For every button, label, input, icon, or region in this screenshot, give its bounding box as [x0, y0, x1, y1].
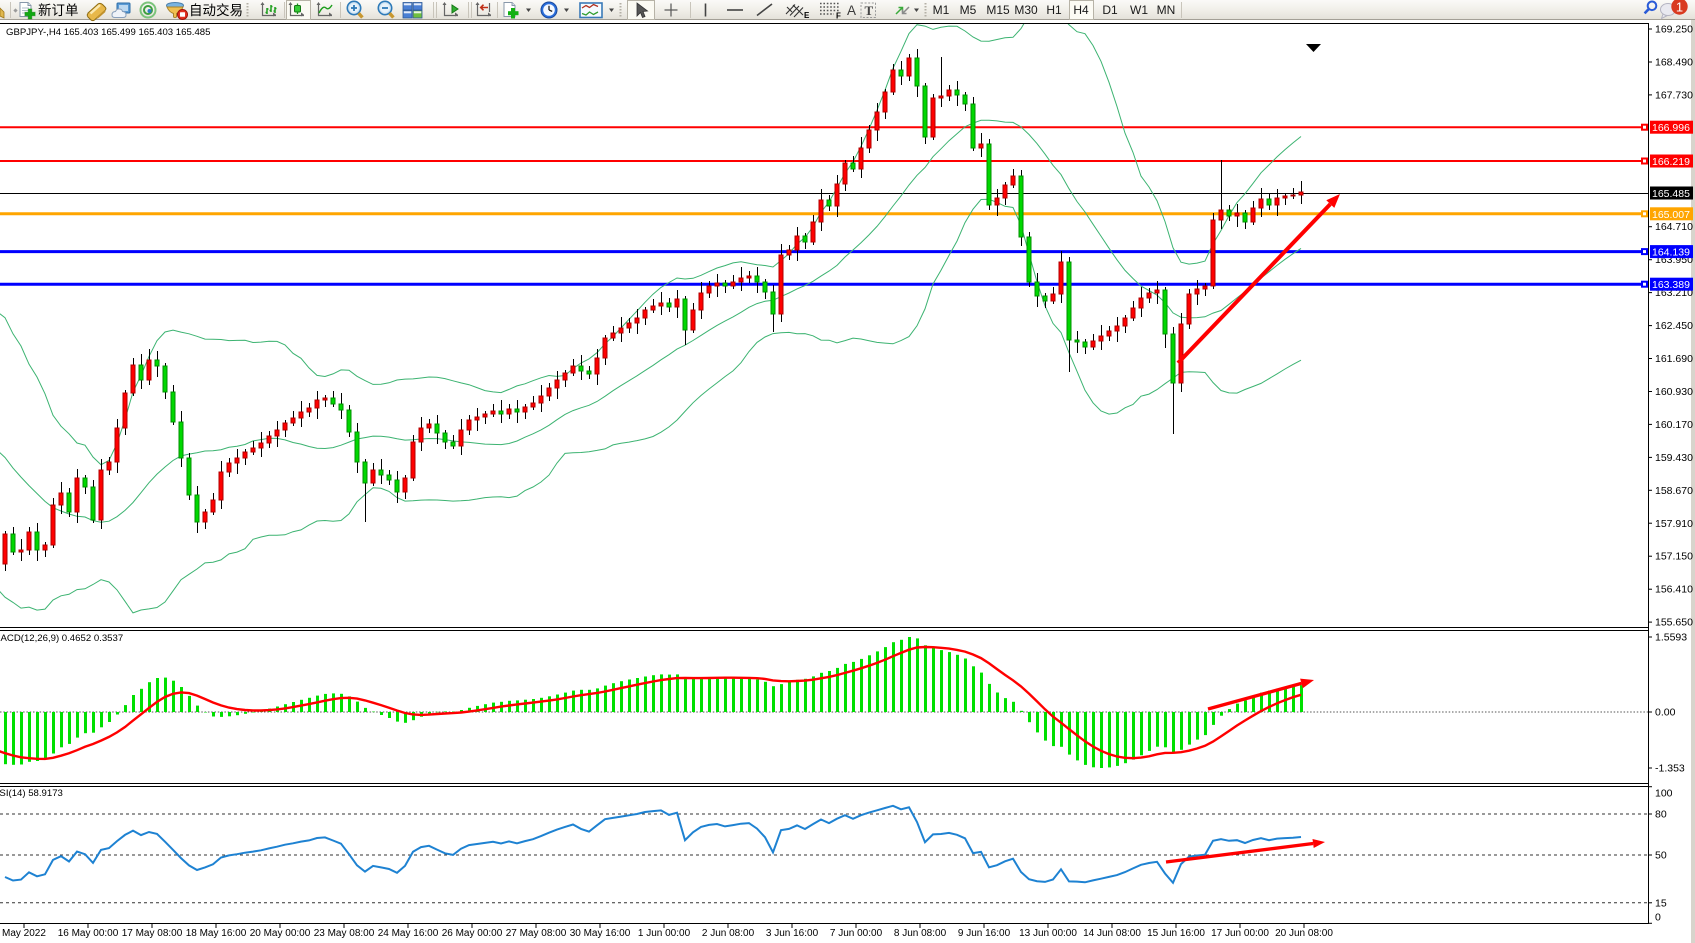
svg-text:160.170: 160.170 [1655, 419, 1693, 431]
svg-text:164.710: 164.710 [1655, 221, 1693, 233]
svg-text:MN: MN [1157, 3, 1176, 17]
svg-text:164.139: 164.139 [1652, 247, 1690, 259]
svg-text:7 Jun 00:00: 7 Jun 00:00 [830, 928, 883, 939]
svg-text:165.485: 165.485 [1652, 188, 1690, 200]
svg-text:157.910: 157.910 [1655, 518, 1693, 530]
svg-text:157.150: 157.150 [1655, 551, 1693, 563]
svg-text:A: A [847, 3, 856, 18]
svg-text:159.430: 159.430 [1655, 452, 1693, 464]
svg-text:20 Jun 08:00: 20 Jun 08:00 [1275, 928, 1333, 939]
svg-text:13 Jun 00:00: 13 Jun 00:00 [1019, 928, 1077, 939]
svg-text:自动交易: 自动交易 [189, 2, 243, 18]
svg-text:100: 100 [1655, 788, 1673, 800]
svg-text:0: 0 [1655, 912, 1661, 924]
svg-text:M15: M15 [986, 3, 1010, 17]
svg-text:H1: H1 [1046, 3, 1062, 17]
svg-text:160.930: 160.930 [1655, 386, 1693, 398]
svg-text:14 Jun 08:00: 14 Jun 08:00 [1083, 928, 1141, 939]
svg-text:162.450: 162.450 [1655, 320, 1693, 332]
svg-text:W1: W1 [1130, 3, 1148, 17]
svg-text:156.410: 156.410 [1655, 584, 1693, 596]
svg-text:-1.353: -1.353 [1655, 763, 1685, 775]
svg-text:169.250: 169.250 [1655, 24, 1693, 36]
svg-text:30 May 16:00: 30 May 16:00 [570, 928, 631, 939]
svg-text:M1: M1 [933, 3, 950, 17]
svg-text:新订单: 新订单 [38, 3, 79, 18]
svg-text:158.670: 158.670 [1655, 485, 1693, 497]
svg-text:1: 1 [1676, 0, 1683, 14]
svg-text:1 Jun 00:00: 1 Jun 00:00 [638, 928, 691, 939]
svg-text:E: E [804, 11, 810, 20]
svg-text:50: 50 [1655, 850, 1667, 862]
svg-text:168.490: 168.490 [1655, 57, 1693, 69]
svg-text:MACD(12,26,9) 0.4652 0.3537: MACD(12,26,9) 0.4652 0.3537 [0, 633, 123, 644]
svg-text:163.389: 163.389 [1652, 279, 1690, 291]
svg-text:15: 15 [1655, 897, 1667, 909]
svg-text:161.690: 161.690 [1655, 353, 1693, 365]
svg-text:May 2022: May 2022 [2, 928, 46, 939]
svg-text:M5: M5 [960, 3, 977, 17]
svg-text:155.650: 155.650 [1655, 617, 1693, 629]
svg-text:24 May 16:00: 24 May 16:00 [378, 928, 439, 939]
svg-text:F: F [836, 12, 841, 21]
svg-text:H4: H4 [1073, 3, 1089, 17]
svg-text:20 May 00:00: 20 May 00:00 [250, 928, 311, 939]
svg-text:RSI(14) 58.9173: RSI(14) 58.9173 [0, 788, 63, 799]
svg-text:9 Jun 16:00: 9 Jun 16:00 [958, 928, 1011, 939]
svg-text:2 Jun 08:00: 2 Jun 08:00 [702, 928, 755, 939]
svg-text:17 Jun 00:00: 17 Jun 00:00 [1211, 928, 1269, 939]
svg-text:16 May 00:00: 16 May 00:00 [58, 928, 119, 939]
svg-text:18 May 16:00: 18 May 16:00 [186, 928, 247, 939]
svg-text:23 May 08:00: 23 May 08:00 [314, 928, 375, 939]
svg-text:15 Jun 16:00: 15 Jun 16:00 [1147, 928, 1205, 939]
svg-text:8 Jun 08:00: 8 Jun 08:00 [894, 928, 947, 939]
svg-text:0.00: 0.00 [1655, 707, 1676, 719]
svg-text:M30: M30 [1014, 3, 1038, 17]
svg-text:166.219: 166.219 [1652, 156, 1690, 168]
svg-text:166.996: 166.996 [1652, 122, 1690, 134]
svg-text:80: 80 [1655, 809, 1667, 821]
svg-text:26 May 00:00: 26 May 00:00 [442, 928, 503, 939]
svg-text:D1: D1 [1102, 3, 1118, 17]
svg-text:27 May 08:00: 27 May 08:00 [506, 928, 567, 939]
svg-text:GBPJPY-,H4 165.403 165.499 16: GBPJPY-,H4 165.403 165.499 165.403 165.4… [6, 27, 210, 38]
svg-text:3 Jun 16:00: 3 Jun 16:00 [766, 928, 819, 939]
svg-text:167.730: 167.730 [1655, 89, 1693, 101]
svg-text:1.5593: 1.5593 [1655, 632, 1687, 644]
svg-text:165.007: 165.007 [1652, 209, 1690, 221]
svg-text:T: T [865, 3, 874, 18]
svg-text:17 May 08:00: 17 May 08:00 [122, 928, 183, 939]
